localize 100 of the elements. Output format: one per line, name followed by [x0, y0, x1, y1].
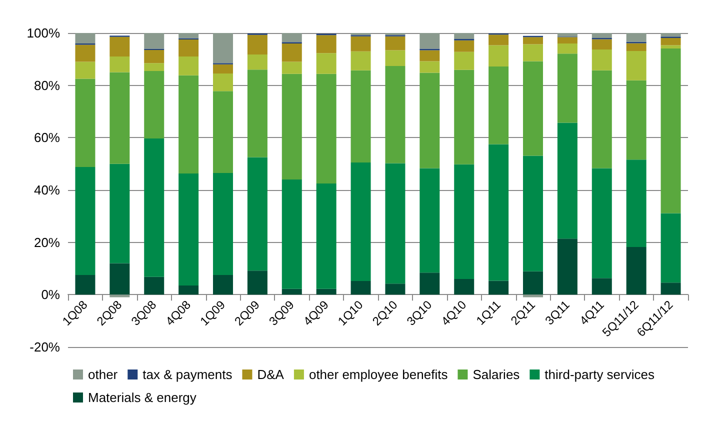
bar — [488, 45, 509, 66]
bar — [247, 54, 268, 70]
bar — [110, 72, 130, 164]
bar — [75, 33, 96, 44]
legend-label: Salaries — [472, 367, 520, 382]
bar — [282, 288, 302, 295]
bar — [282, 180, 302, 289]
legend-label: other — [88, 367, 118, 382]
bar — [110, 56, 130, 72]
bar — [144, 63, 164, 71]
bar — [488, 144, 509, 281]
bar — [178, 174, 199, 286]
bar — [350, 281, 371, 295]
bar — [213, 172, 233, 276]
bar — [75, 166, 96, 276]
bar — [385, 66, 406, 164]
bar — [523, 44, 543, 62]
bar — [316, 288, 336, 295]
bar — [454, 52, 474, 70]
legend-label: D&A — [257, 367, 284, 382]
bar — [592, 49, 612, 70]
bar — [316, 74, 336, 184]
bar — [523, 61, 543, 156]
bar — [385, 50, 406, 66]
bar — [488, 34, 509, 46]
bar — [282, 43, 302, 62]
bar — [110, 36, 130, 57]
bar — [454, 33, 474, 40]
legend-label: tax & payments — [142, 367, 233, 382]
legend-label: Materials & energy — [88, 390, 197, 405]
bar — [213, 91, 233, 173]
bar — [213, 64, 233, 74]
bar — [592, 278, 612, 295]
bar — [557, 54, 578, 123]
y-tick-label: 80% — [34, 78, 60, 93]
bar — [592, 33, 612, 38]
bar — [660, 48, 681, 214]
bar — [660, 45, 681, 48]
bar — [110, 294, 130, 298]
bar — [454, 70, 474, 164]
legend-label: third-party services — [544, 367, 655, 382]
bar — [557, 122, 578, 239]
bar — [213, 275, 233, 295]
bar — [592, 168, 612, 278]
bar — [178, 33, 199, 38]
bar — [247, 270, 268, 295]
bar — [144, 138, 164, 277]
bar — [420, 33, 440, 49]
bar — [282, 74, 302, 180]
bar — [592, 39, 612, 50]
bar — [660, 38, 681, 46]
bar — [385, 284, 406, 295]
bar — [213, 74, 233, 92]
bar — [350, 162, 371, 282]
bar — [247, 70, 268, 158]
bar — [557, 238, 578, 295]
bar — [282, 62, 302, 74]
bar — [178, 286, 199, 295]
bar — [178, 56, 199, 76]
bar — [144, 70, 164, 138]
bar — [316, 53, 336, 74]
y-tick-label: 60% — [34, 130, 60, 146]
bar — [660, 33, 681, 37]
bar — [316, 183, 336, 289]
legend-label: other employee benefits — [308, 367, 448, 382]
y-tick-label: -20% — [30, 340, 60, 354]
bar — [420, 50, 440, 62]
bar — [523, 156, 543, 272]
bar — [454, 278, 474, 295]
bar — [592, 70, 612, 168]
bar — [110, 164, 130, 264]
bar — [420, 72, 440, 168]
bar — [626, 43, 646, 52]
bar — [420, 272, 440, 295]
bar — [420, 61, 440, 73]
bar — [350, 36, 371, 52]
bar — [282, 33, 302, 42]
bar — [626, 51, 646, 80]
bar — [557, 43, 578, 54]
bar — [385, 163, 406, 284]
bar — [75, 44, 96, 62]
bar — [660, 282, 681, 295]
bar — [350, 70, 371, 163]
y-tick-label: 20% — [34, 234, 60, 250]
bar — [626, 160, 646, 248]
y-tick-label: 100% — [26, 26, 60, 40]
bar — [75, 78, 96, 167]
bar — [75, 275, 96, 295]
bar — [247, 34, 268, 54]
bar — [523, 271, 543, 295]
bar — [488, 280, 509, 295]
bar — [454, 40, 474, 52]
bar — [178, 75, 199, 174]
bar — [523, 294, 543, 298]
bar — [213, 33, 233, 64]
bar — [488, 66, 509, 144]
bar — [350, 51, 371, 70]
bar — [626, 247, 646, 295]
bar — [420, 168, 440, 273]
bar — [144, 276, 164, 295]
